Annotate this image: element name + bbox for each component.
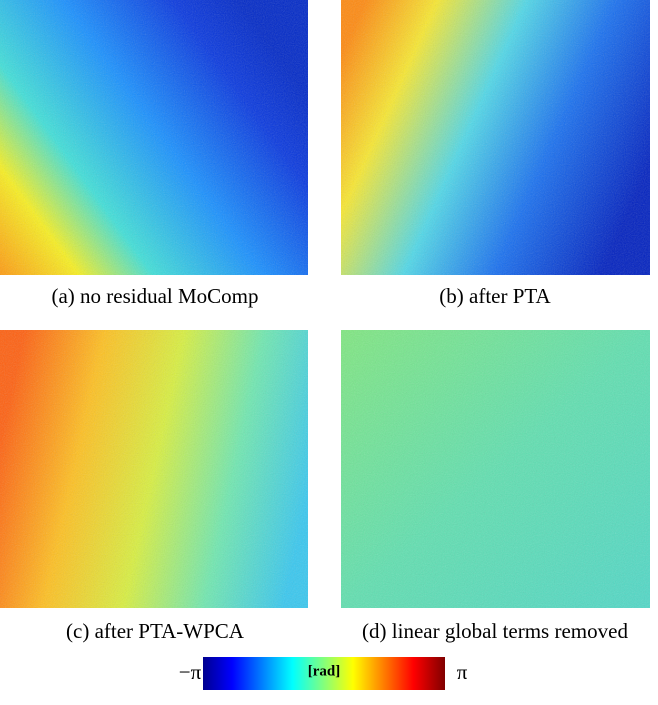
colorbar-max-label: π bbox=[457, 660, 468, 684]
colorbar bbox=[203, 657, 445, 690]
colorbar-min-label: −π bbox=[179, 660, 202, 684]
caption: (c) after PTA-WPCA bbox=[66, 619, 245, 643]
caption: (a) no residual MoComp bbox=[51, 284, 258, 308]
texture bbox=[341, 0, 650, 275]
panel-a bbox=[0, 0, 308, 275]
texture bbox=[0, 0, 308, 275]
texture bbox=[341, 330, 650, 608]
panel-d bbox=[341, 330, 650, 608]
panel-b bbox=[341, 0, 650, 275]
colorbar-unit: [rad] bbox=[308, 663, 341, 679]
texture bbox=[0, 330, 308, 608]
panel-c bbox=[0, 330, 308, 608]
caption: (d) linear global terms removed bbox=[362, 619, 628, 643]
caption: (b) after PTA bbox=[439, 284, 551, 308]
